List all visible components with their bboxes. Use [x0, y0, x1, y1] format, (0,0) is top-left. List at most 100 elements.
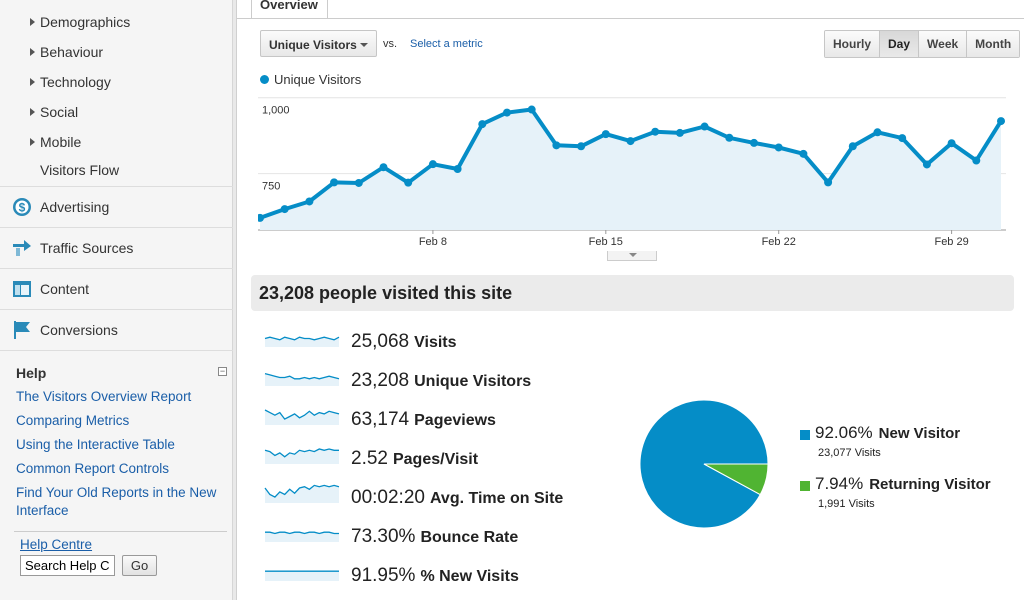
data-point[interactable]: [404, 178, 413, 187]
x-tick-label: Feb 15: [589, 236, 623, 248]
sidebar-section-traffic-sources[interactable]: Traffic Sources: [0, 227, 233, 268]
content-window-icon: [13, 281, 31, 297]
data-point[interactable]: [898, 134, 907, 143]
metric-label: Visits: [414, 334, 457, 351]
visitor-type-pie-chart[interactable]: [638, 398, 770, 530]
select-metric-link[interactable]: Select a metric: [410, 38, 483, 50]
sidebar-item-mobile[interactable]: Mobile: [30, 132, 81, 152]
sparkline-area: [265, 532, 339, 542]
sidebar-item-social[interactable]: Social: [30, 102, 78, 122]
data-point[interactable]: [700, 122, 709, 131]
data-point[interactable]: [379, 163, 388, 172]
period-month-button[interactable]: Month: [967, 31, 1020, 57]
data-point[interactable]: [305, 197, 314, 206]
collapse-icon[interactable]: −: [218, 366, 227, 376]
chart-resize-handle[interactable]: [607, 251, 657, 261]
help-link[interactable]: Common Report Controls: [16, 461, 170, 476]
dollar-icon: $: [13, 198, 31, 216]
sidebar-item-label: Behaviour: [40, 44, 104, 60]
data-point[interactable]: [750, 138, 758, 147]
metric-visits[interactable]: 25,068 Visits: [264, 327, 624, 357]
data-point[interactable]: [651, 127, 660, 136]
data-point[interactable]: [478, 120, 487, 129]
help-link[interactable]: Using the Interactive Table: [16, 437, 175, 452]
data-point[interactable]: [330, 178, 339, 187]
sparkline-line: [264, 484, 340, 498]
sparkline-line: [264, 448, 339, 458]
sidebar-item-label: Mobile: [40, 134, 82, 150]
sidebar-section-content[interactable]: Content: [0, 268, 233, 309]
expand-triangle-icon: [30, 78, 35, 86]
help-link[interactable]: Comparing Metrics: [16, 413, 130, 428]
sparkline-area: [265, 571, 339, 581]
data-point[interactable]: [725, 133, 734, 142]
data-point[interactable]: [280, 205, 289, 214]
metric-pages-per-visit[interactable]: 2.52 Pages/Visit: [264, 444, 624, 474]
data-point[interactable]: [675, 128, 684, 137]
help-search-input[interactable]: [20, 555, 115, 576]
legend-percent: 7.94%: [815, 474, 864, 493]
data-point[interactable]: [503, 108, 511, 117]
help-centre-link[interactable]: Help Centre: [20, 537, 93, 552]
data-point[interactable]: [799, 149, 808, 158]
metric-select[interactable]: Unique Visitors: [260, 30, 377, 57]
data-point[interactable]: [354, 178, 363, 187]
metric-avg-time-on-site[interactable]: 00:02:20 Avg. Time on Site: [264, 483, 624, 513]
data-point[interactable]: [552, 141, 561, 150]
help-link[interactable]: The Visitors Overview Report: [16, 389, 192, 404]
data-point[interactable]: [972, 156, 981, 165]
legend-name: Returning Visitor: [869, 476, 991, 493]
metric-value: 00:02:20: [351, 487, 425, 508]
metric-value: 25,068: [351, 331, 410, 352]
sparkline: [264, 484, 340, 503]
data-point[interactable]: [428, 160, 437, 169]
x-tick-label: Feb 8: [419, 236, 447, 248]
metric-select-value: Unique Visitors: [269, 38, 357, 52]
data-point[interactable]: [997, 117, 1005, 126]
metric-new-visits[interactable]: 91.95%% New Visits: [264, 561, 624, 591]
data-point[interactable]: [258, 213, 264, 222]
metric-value: 63,174: [351, 409, 410, 430]
data-point[interactable]: [824, 178, 833, 187]
data-point[interactable]: [626, 137, 635, 146]
period-day-button[interactable]: Day: [880, 31, 920, 57]
sparkline-area: [265, 373, 339, 386]
section-label: Advertising: [40, 199, 110, 215]
tab-overview[interactable]: Overview: [251, 0, 328, 18]
section-label: Content: [40, 281, 90, 297]
sidebar-section-advertising[interactable]: $ Advertising: [0, 186, 233, 227]
period-week-button[interactable]: Week: [919, 31, 968, 57]
sidebar-item-visitors-flow[interactable]: Visitors Flow: [40, 160, 119, 180]
data-point[interactable]: [947, 139, 956, 148]
line-chart[interactable]: 1,000 750 Feb 8 Feb 15 Feb 22 Feb 29: [258, 88, 1006, 254]
legend-visits: 23,077 Visits: [818, 447, 881, 459]
data-point[interactable]: [848, 142, 857, 151]
metric-label: Avg. Time on Site: [429, 490, 564, 507]
sidebar-item-behaviour[interactable]: Behaviour: [30, 42, 103, 62]
metric-label: Pages/Visit: [392, 451, 479, 468]
legend-percent: 92.06%: [815, 423, 873, 442]
data-point[interactable]: [922, 160, 931, 169]
go-button[interactable]: Go: [122, 555, 157, 576]
period-hourly-button[interactable]: Hourly: [825, 31, 881, 57]
metric-unique-visitors[interactable]: 23,208 Unique Visitors: [264, 366, 624, 396]
sidebar-item-demographics[interactable]: Demographics: [30, 12, 130, 32]
data-point[interactable]: [577, 142, 586, 151]
metric-value: 2.52: [351, 448, 388, 469]
series-area: [260, 109, 1001, 230]
metric-pageviews[interactable]: 63,174 Pageviews: [264, 405, 624, 435]
help-link[interactable]: Find Your Old Reports in the New Interfa…: [16, 485, 217, 518]
pie-slice[interactable]: [703, 463, 769, 496]
data-point[interactable]: [453, 165, 462, 174]
sparkline: [264, 336, 340, 347]
sidebar-section-conversions[interactable]: Conversions: [0, 309, 233, 350]
panel-divider[interactable]: [233, 0, 237, 600]
sidebar-item-technology[interactable]: Technology: [30, 72, 111, 92]
data-point[interactable]: [774, 143, 783, 152]
data-point[interactable]: [601, 130, 610, 139]
divider: [14, 531, 227, 532]
metric-value: 91.95%: [351, 565, 416, 586]
data-point[interactable]: [527, 105, 536, 114]
metric-bounce-rate[interactable]: 73.30% Bounce Rate: [264, 522, 624, 552]
data-point[interactable]: [873, 128, 882, 137]
